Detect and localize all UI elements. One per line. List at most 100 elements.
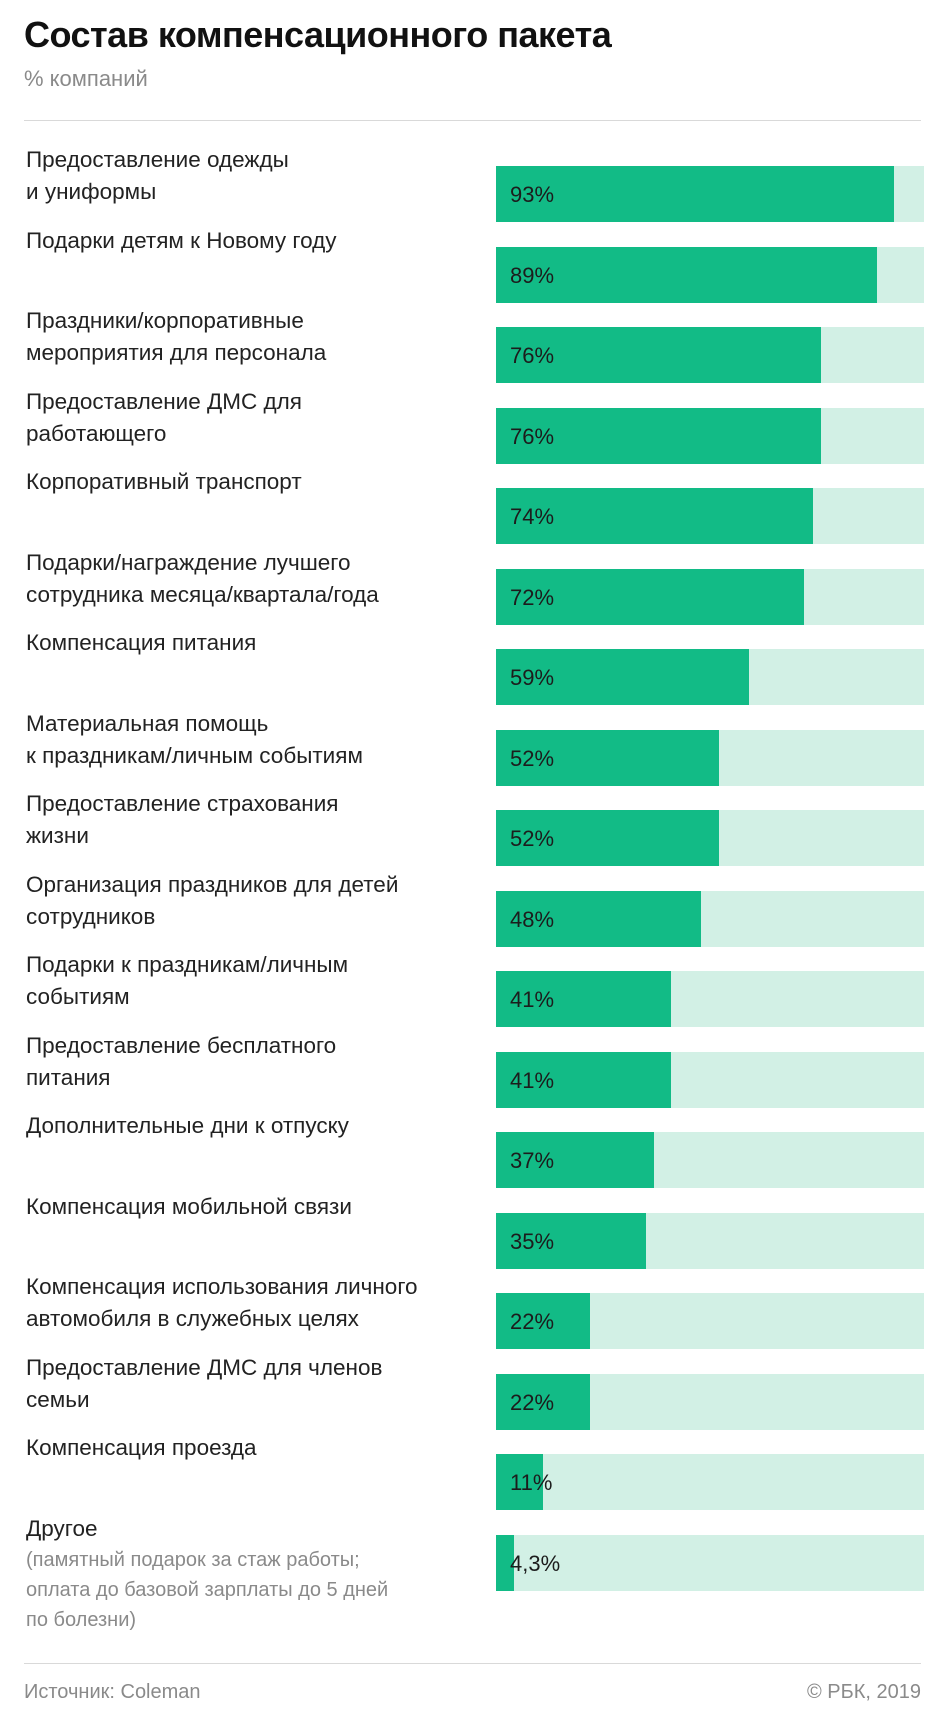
bar <box>496 1293 590 1349</box>
bar-label-line: и униформы <box>26 179 157 204</box>
bar-label-line: семьи <box>26 1386 90 1412</box>
bar-label: Предоставление ДМС для работающего <box>26 386 476 450</box>
bar-label: Компенсация мобильной связи <box>26 1191 476 1223</box>
bar-label-line: Компенсация использования личного <box>26 1274 418 1299</box>
bar-track: 72% <box>496 568 924 625</box>
bar-row: Материальная помощь к праздникам/личным с… <box>0 704 945 786</box>
bar-track: 22% <box>496 1293 924 1349</box>
bar-value-label: 93% <box>510 182 555 207</box>
bar-label-line: Предоставление страхования <box>26 791 339 816</box>
bar-label: Праздники/корпоративные мероприятия для п… <box>26 305 476 369</box>
bar-row: Предоставление одежды и униформы 93% <box>0 140 945 222</box>
bar-label-line: Компенсация питания <box>26 630 257 655</box>
bar-row: Компенсация мобильной связи 35% <box>0 1187 945 1269</box>
bar <box>496 488 813 544</box>
bar-label: Материальная помощь к праздникам/личным с… <box>26 708 476 772</box>
bar-label-line: работающего <box>26 420 167 446</box>
bar-row: Организация праздников для детей сотрудни… <box>0 865 945 947</box>
bar-value-label: 48% <box>510 906 555 932</box>
bar-label-line: Подарки к праздникам/личным <box>26 952 349 977</box>
source-note: Источник: Coleman <box>24 1681 201 1703</box>
bar-label-line: Праздники/корпоративные <box>26 308 304 333</box>
bar-label: Компенсация проезда <box>26 1432 476 1464</box>
copyright: © РБК, 2019 <box>806 1681 921 1703</box>
bar-value-label: 4,3% <box>510 1550 561 1576</box>
bar-label: Другое (памятный подарок за стаж работы; … <box>26 1513 476 1635</box>
bar <box>496 246 877 303</box>
bar <box>496 568 804 625</box>
bar-label-line: сотрудников <box>26 903 156 929</box>
bar-track: 41% <box>496 1051 924 1108</box>
bar-row: Предоставление бесплатного питания 41% <box>0 1026 945 1108</box>
bar-value-label: 72% <box>510 584 555 610</box>
bar-track: 35% <box>496 1212 924 1269</box>
bar-label-line: жизни <box>26 823 89 848</box>
bar-value-label: 76% <box>510 343 555 368</box>
bar-track: 89% <box>496 246 924 303</box>
bar <box>496 1132 654 1188</box>
bar-label-line: Предоставление ДМС для <box>26 388 302 414</box>
bar-label-line: Компенсация мобильной связи <box>26 1193 352 1219</box>
bar-label: Подарки/награждение лучшего сотрудника ме… <box>26 547 476 611</box>
bar-label-line: Компенсация проезда <box>26 1435 257 1460</box>
bar-label-note: (памятный подарок за стаж работы; оплата… <box>26 1548 389 1631</box>
bar-row: Компенсация питания 59% <box>0 623 945 705</box>
bar-row: Подарки/награждение лучшего сотрудника ме… <box>0 543 945 625</box>
bar-label: Компенсация использования личного автомоб… <box>26 1271 476 1335</box>
bar-value-label: 74% <box>510 504 555 529</box>
bar <box>496 890 701 947</box>
bar-track: 76% <box>496 407 924 464</box>
bar-label: Предоставление страхования жизни <box>26 788 476 852</box>
bar-track: 4,3% <box>496 1534 924 1591</box>
bar <box>496 407 821 464</box>
bar-label-line: Корпоративный транспорт <box>26 469 302 494</box>
bar-value-label: 89% <box>510 262 555 288</box>
bar-label-line: к праздникам/личным событиям <box>26 742 363 768</box>
bar-label-line: питания <box>26 1064 111 1090</box>
bar-track: 41% <box>496 971 924 1027</box>
bar-track: 74% <box>496 488 924 544</box>
bar-row: Компенсация использования личного автомоб… <box>0 1267 945 1349</box>
bar-label-line: Предоставление ДМС для членов <box>26 1354 383 1380</box>
bar-row: Подарки к праздникам/личным событиям 41% <box>0 945 945 1027</box>
bar-label: Компенсация питания <box>26 627 476 659</box>
bar-track: 59% <box>496 649 924 705</box>
bar-row: Праздники/корпоративные мероприятия для п… <box>0 301 945 383</box>
bar-row: Подарки детям к Новому году 89% <box>0 221 945 303</box>
bar-label: Дополнительные дни к отпуску <box>26 1110 476 1142</box>
bottom-divider <box>24 1663 921 1664</box>
bar-label: Предоставление одежды и униформы <box>26 144 476 208</box>
bar-value-label: 35% <box>510 1228 555 1254</box>
bar-row: Дополнительные дни к отпуску 37% <box>0 1106 945 1188</box>
bar-row: Предоставление ДМС для членов семьи 22% <box>0 1348 945 1430</box>
bar-label: Подарки к праздникам/личным событиям <box>26 949 476 1013</box>
bar-label-line: Предоставление бесплатного <box>26 1032 337 1058</box>
bar-track: 22% <box>496 1373 924 1430</box>
bar-track: 93% <box>496 166 924 222</box>
bar <box>496 1212 646 1269</box>
bar-track: 11% <box>496 1454 924 1510</box>
bar-label: Корпоративный транспорт <box>26 466 476 498</box>
bar-label-line: Подарки/награждение лучшего <box>26 549 351 575</box>
bar-row: Корпоративный транспорт 74% <box>0 462 945 544</box>
bar-label-line: Другое <box>26 1515 98 1541</box>
bar-row: Предоставление страхования жизни 52% <box>0 784 945 866</box>
bar-track: 37% <box>496 1132 924 1188</box>
bar-track: 48% <box>496 890 924 947</box>
bar <box>496 729 719 786</box>
chart-subtitle: % компаний <box>24 66 148 91</box>
bar-value-label: 22% <box>510 1309 555 1334</box>
chart-title: Состав компенсационного пакета <box>24 14 612 55</box>
bar-label: Организация праздников для детей сотрудни… <box>26 869 476 933</box>
bar-value-label: 22% <box>510 1389 555 1415</box>
bar-value-label: 41% <box>510 1067 555 1093</box>
bar-row: Предоставление ДМС для работающего 76% <box>0 382 945 464</box>
bar-label: Предоставление бесплатного питания <box>26 1030 476 1094</box>
bar <box>496 1534 514 1591</box>
bar-row: Другое (памятный подарок за стаж работы; … <box>0 1509 945 1631</box>
bar-value-label: 52% <box>510 826 555 851</box>
bar <box>496 327 821 383</box>
bar-value-label: 52% <box>510 745 555 771</box>
bar-value-label: 37% <box>510 1148 555 1173</box>
